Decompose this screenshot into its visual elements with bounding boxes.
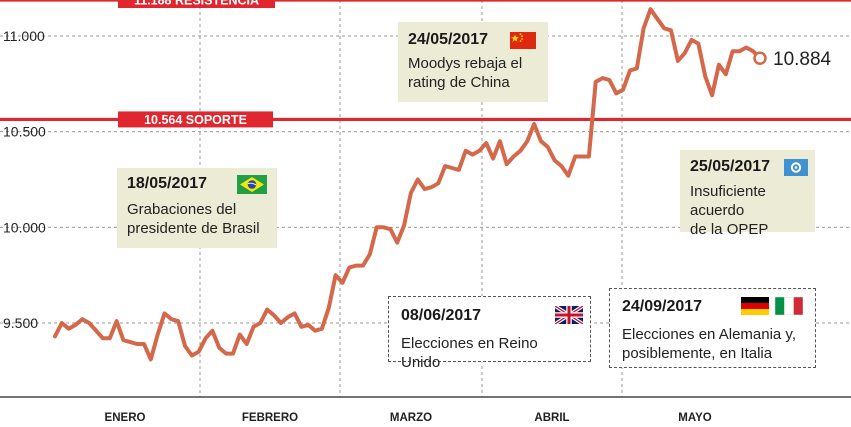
china-flag-icon [510,32,536,49]
germany-flag-icon [741,297,769,315]
opec-flag-icon [784,159,808,176]
series-line [53,7,762,362]
x-tick-label: FEBRERO [242,412,298,424]
reference-label: 11.188 RESISTENCIA [134,0,259,8]
annotation-date: 25/05/2017 [690,158,771,175]
italy-flag-icon [775,297,803,315]
annotation-text: presidente de Brasil [127,220,260,237]
y-tick-label: 11.000 [3,28,45,44]
annotation-text: posiblemente, en Italia [622,345,773,362]
reference-label-bg [118,0,275,9]
annotation-date: 08/06/2017 [401,307,482,324]
annotation-opec: 25/05/2017 Insuficiente acuerdo de la OP… [680,150,815,238]
annotation-brazil: 18/05/2017 Grabaciones del presidente de… [117,168,277,248]
annotation-uk: 08/06/2017 Elecciones en Reino Unido [388,296,591,371]
annotation-text: Moodys rebaja el [408,55,523,72]
annotation-text: Grabaciones del [127,201,237,218]
end-point-marker [753,51,767,65]
annotation-text: Insuficiente acuerdo [690,183,766,219]
brazil-flag-icon [237,175,267,194]
reference-label-bg [118,111,273,128]
reference-label: 10.564 SOPORTE [144,113,247,127]
y-tick-label: 10.000 [3,219,46,235]
annotation-date: 24/09/2017 [622,298,703,315]
x-tick-label: ENERO [105,412,146,424]
y-tick-label: 10.500 [3,124,46,140]
series-layer: 10.884 [53,7,832,362]
x-tick-label: ABRIL [534,412,569,424]
x-tick-label: MARZO [390,412,432,424]
annotation-text: Elecciones en Reino Unido [401,335,538,371]
uk-flag-icon [555,306,583,324]
annotation-date: 24/05/2017 [408,31,489,48]
reference-lines: 11.188 RESISTENCIA 10.564 SOPORTE [0,0,851,128]
end-value-label: 10.884 [773,49,832,70]
annotation-text: Elecciones en Alemania y, [622,326,796,343]
y-tick-label: 9.500 [3,315,38,331]
y-axis: 11.000 10.500 10.000 9.500 [3,28,46,331]
x-tick-label: MAYO [678,412,711,424]
annotation-china: 24/05/2017 Moodys rebaja el rating de Ch… [398,22,548,102]
annotation-date: 18/05/2017 [127,175,208,192]
annotation-germany-italy: 24/09/2017 Elecciones en Alemania y, pos… [609,288,816,368]
annotation-text: de la OPEP [690,221,769,238]
annotation-text: rating de China [408,74,510,91]
x-axis: ENERO FEBRERO MARZO ABRIL MAYO [105,412,712,424]
